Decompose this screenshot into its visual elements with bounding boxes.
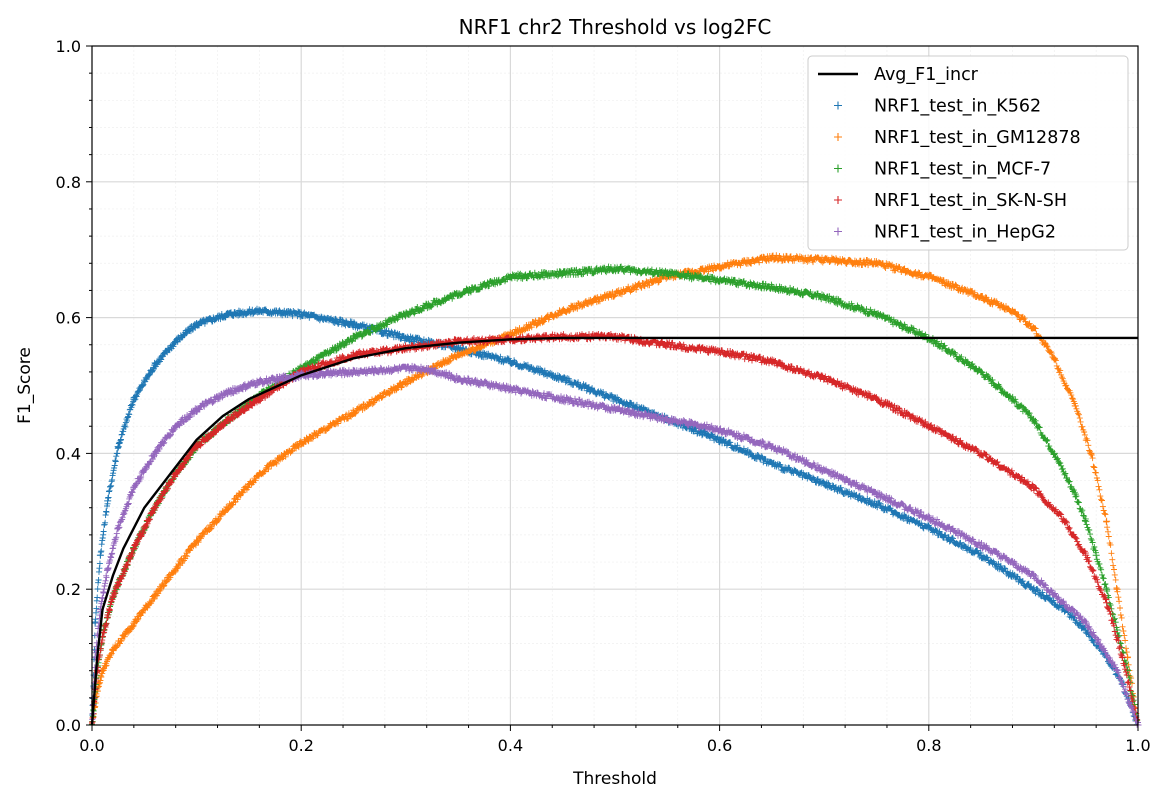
series-nrf1-test-in-gm12878: [88, 252, 1142, 729]
legend-swatch-nrf1-test-in-k562: [834, 101, 842, 110]
legend-label-avg-f1-incr: Avg_F1_incr: [874, 65, 979, 85]
legend-label-nrf1-test-in-k562: NRF1_test_in_K562: [874, 97, 1041, 117]
series-nrf1-test-in-hepg2: [88, 362, 1142, 729]
x-axis-label: Threshold: [572, 769, 657, 789]
legend-swatch-nrf1-test-in-sk-n-sh: [834, 196, 842, 204]
legend-swatch-nrf1-test-in-hepg2: [834, 227, 842, 236]
x-tick-label: 0.4: [498, 736, 523, 755]
series-nrf1-test-in-sk-n-sh: [88, 331, 1142, 729]
marker-band-nrf1-test-in-k562: [89, 305, 1141, 728]
series-layer: [88, 252, 1142, 729]
plot-frame: [91, 45, 1139, 726]
y-tick-label: 0.8: [56, 173, 81, 192]
legend: Avg_F1_incr NRF1_test_in_K562 NRF1_test_in…: [807, 55, 1129, 251]
chart-title: NRF1 chr2 Threshold vs log2FC: [459, 15, 772, 39]
legend-swatch-nrf1-test-in-mcf-7: [834, 164, 842, 173]
legend-label-nrf1-test-in-sk-n-sh: NRF1_test_in_SK-N-SH: [874, 191, 1067, 211]
marker-band-nrf1-test-in-hepg2: [89, 362, 1141, 728]
y-axis-label: F1_Score: [15, 347, 35, 424]
legend-box: [807, 55, 1129, 251]
y-tick-label: 1.0: [56, 37, 81, 56]
y-tick-label: 0.4: [56, 444, 81, 463]
legend-label-nrf1-test-in-hepg2: NRF1_test_in_HepG2: [874, 223, 1056, 243]
x-tick-label: 0.2: [288, 736, 313, 755]
y-tick-label: 0.6: [56, 309, 81, 328]
x-axis-ticks: 0.0 0.2 0.4 0.6 0.8 1.0: [79, 725, 1151, 755]
legend-swatch-nrf1-test-in-gm12878: [834, 133, 842, 141]
x-tick-label: 0.0: [79, 736, 104, 755]
series-nrf1-test-in-k562: [88, 305, 1142, 729]
legend-label-nrf1-test-in-mcf-7: NRF1_test_in_MCF-7: [874, 160, 1051, 180]
y-tick-label: 0.0: [56, 716, 81, 735]
marker-band-nrf1-test-in-gm12878: [89, 252, 1141, 728]
x-tick-label: 1.0: [1125, 736, 1150, 755]
series-line-avg-f1-incr: [90, 336, 1138, 726]
series-avg-f1-incr: [90, 336, 1138, 726]
y-axis-ticks: 0.0 0.2 0.4 0.6 0.8 1.0: [56, 37, 92, 735]
x-tick-label: 0.6: [707, 736, 732, 755]
legend-label-nrf1-test-in-gm12878: NRF1_test_in_GM12878: [874, 128, 1081, 148]
x-tick-label: 0.8: [916, 736, 941, 755]
marker-band-nrf1-test-in-sk-n-sh: [89, 331, 1141, 728]
y-tick-label: 0.2: [56, 580, 81, 599]
